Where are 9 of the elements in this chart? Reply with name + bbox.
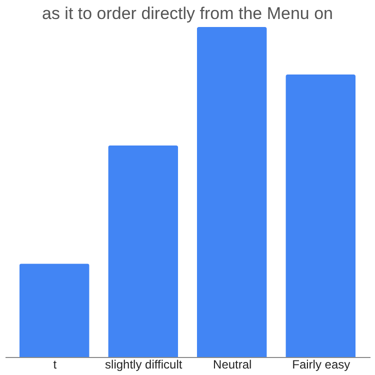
chart-title: as it to order directly from the Menu on [42,4,334,23]
bar [108,145,178,357]
x-tick-label: slightly difficult [105,358,183,372]
bar [196,27,267,357]
bar [286,74,356,357]
x-tick-label: t [53,358,58,372]
bar [19,264,90,357]
x-tick-label: Neutral [213,358,252,372]
x-tick-label: Fairly easy [292,358,350,372]
